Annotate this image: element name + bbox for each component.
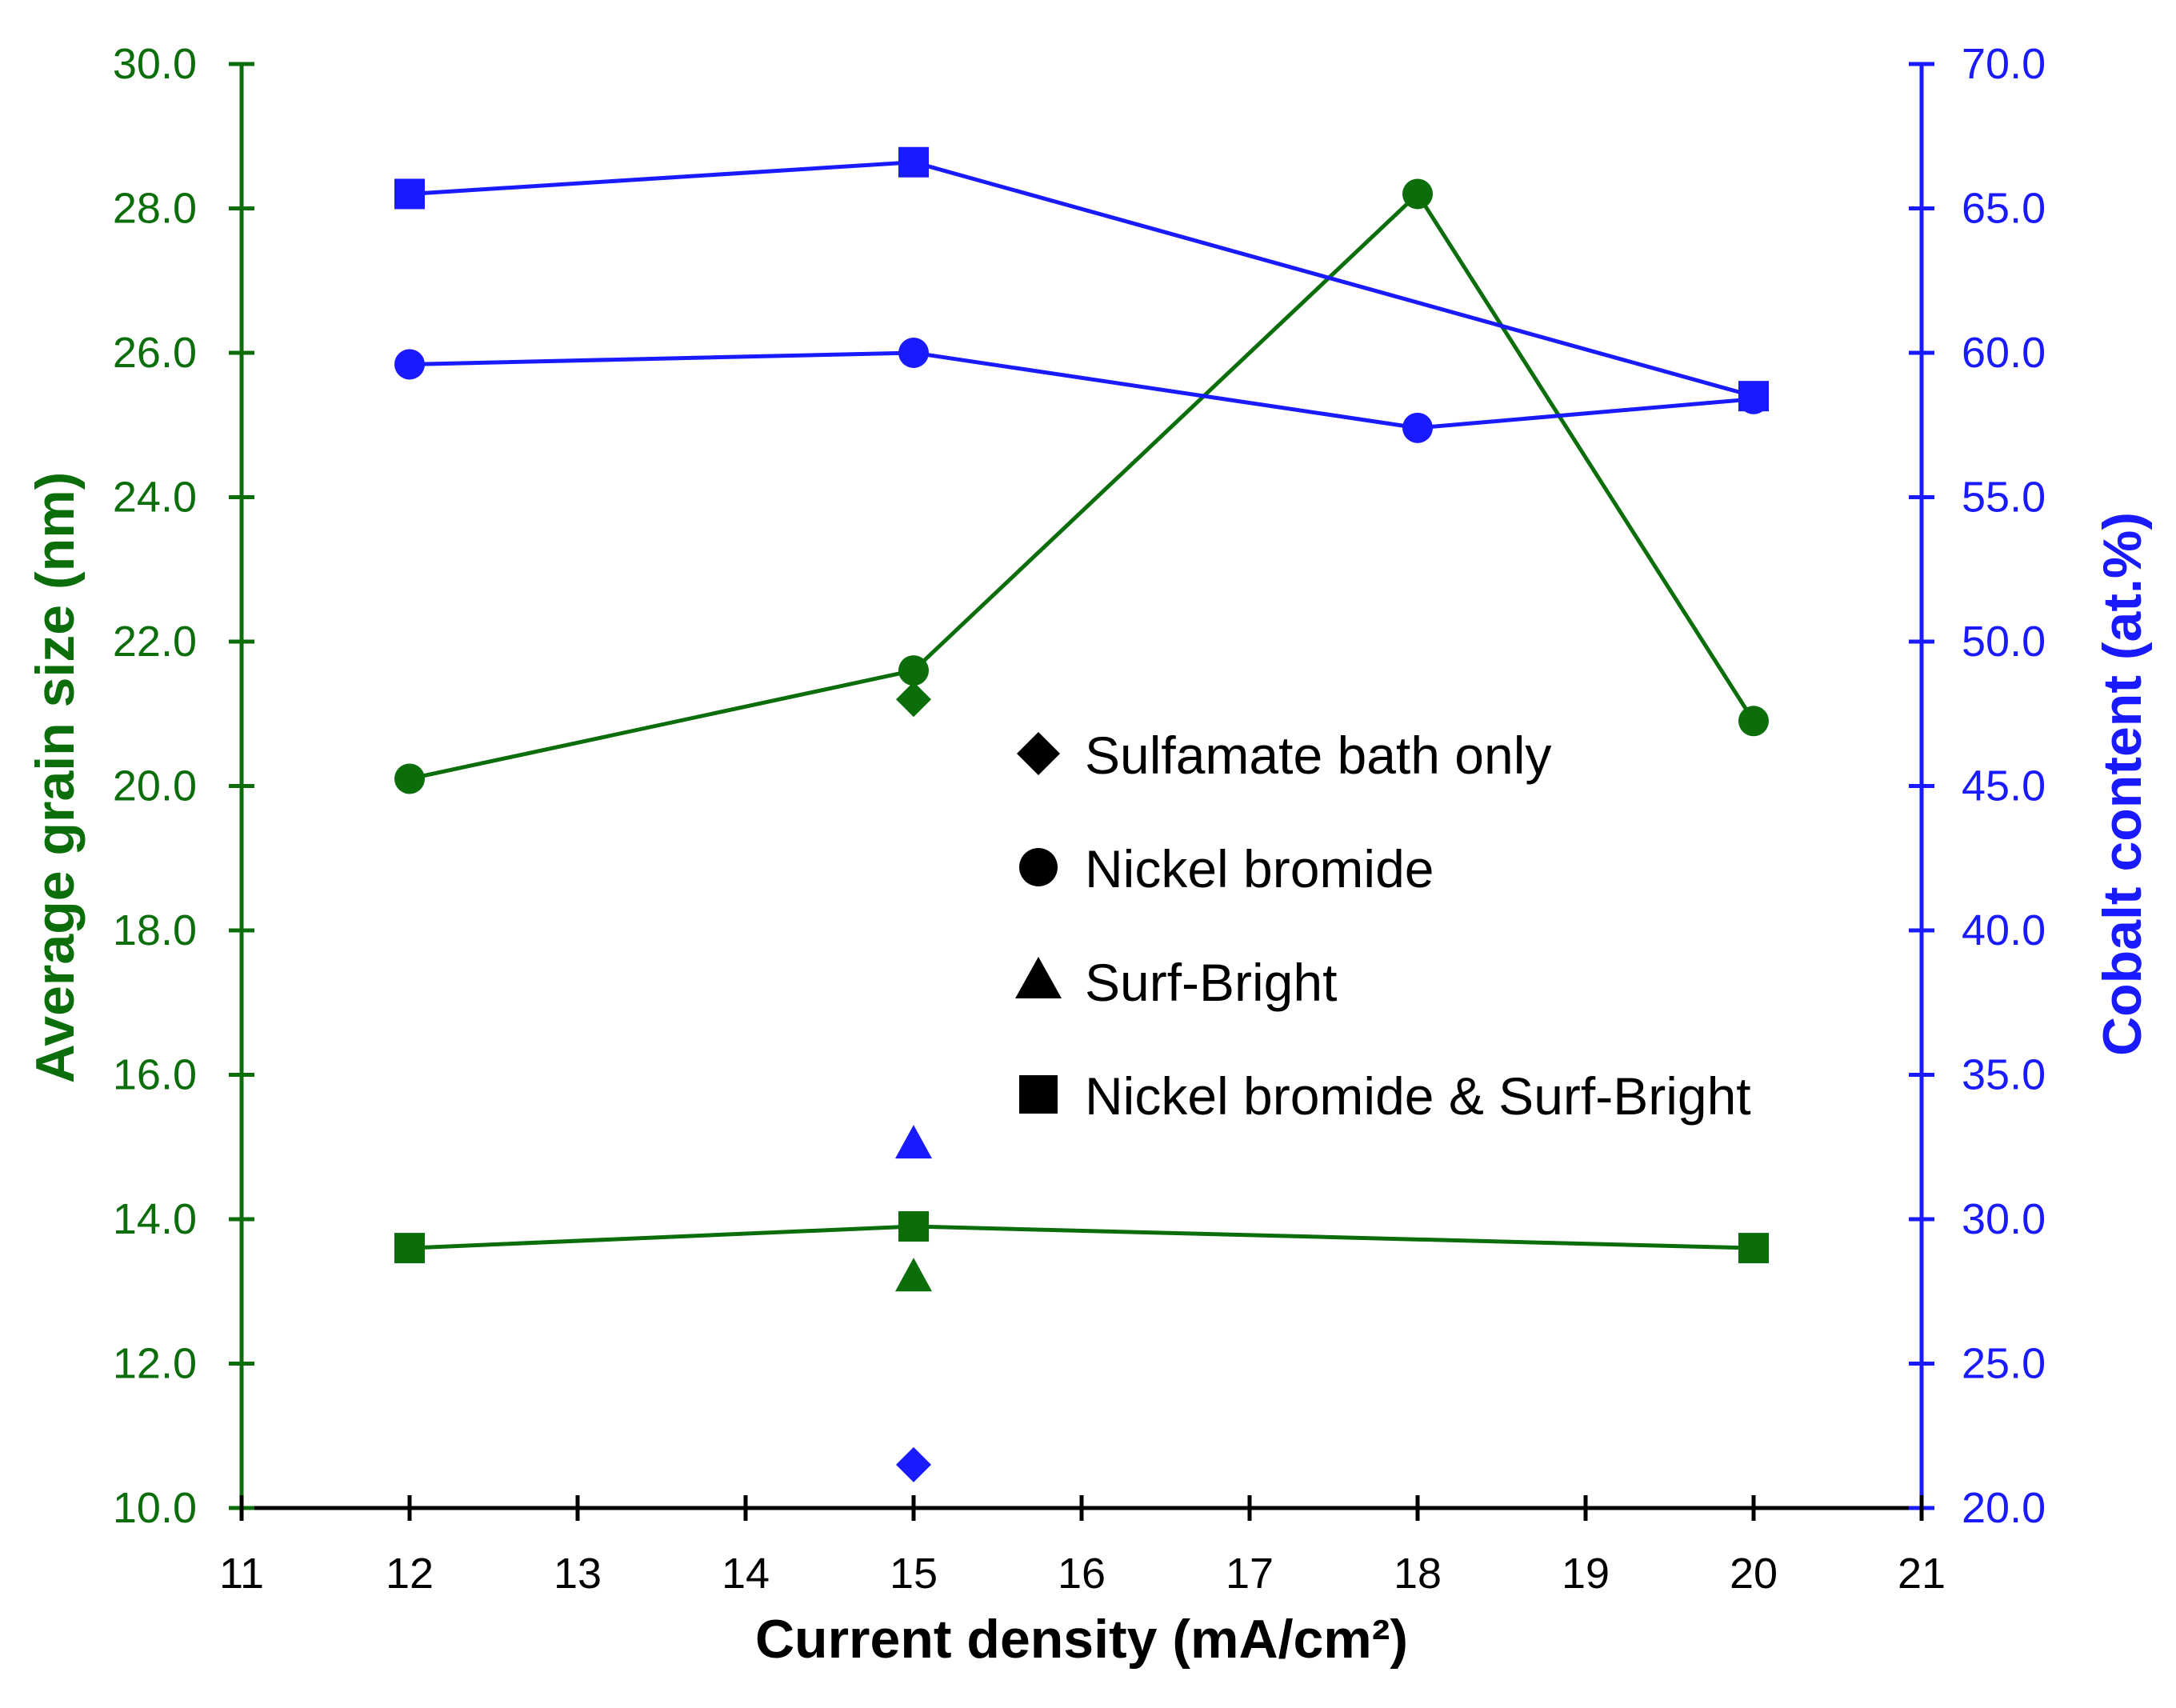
right-y-tick-label: 65.0 xyxy=(1962,185,2046,233)
left-y-tick-label: 14.0 xyxy=(113,1195,197,1243)
right-y-tick-label: 60.0 xyxy=(1962,329,2046,377)
x-tick-label: 21 xyxy=(1898,1550,1946,1598)
left-y-tick-label: 16.0 xyxy=(113,1051,197,1099)
x-tick-label: 19 xyxy=(1562,1550,1610,1598)
right-y-tick-label: 70.0 xyxy=(1962,40,2046,88)
right-y-tick-label: 20.0 xyxy=(1962,1484,2046,1532)
right-y-tick-label: 25.0 xyxy=(1962,1340,2046,1388)
legend-marker-nickel-bromide xyxy=(1019,848,1058,886)
left-y-tick-label: 12.0 xyxy=(113,1340,197,1388)
data-point-nickel-bromide-surf-bright-grain-size xyxy=(898,1211,929,1242)
x-tick-label: 14 xyxy=(722,1550,770,1598)
right-y-tick-label: 30.0 xyxy=(1962,1195,2046,1243)
x-tick-label: 18 xyxy=(1394,1550,1442,1598)
data-point-sulfamate-bath-only-cobalt xyxy=(896,1446,931,1482)
legend-label: Surf-Bright xyxy=(1085,953,1337,1012)
left-y-tick-label: 24.0 xyxy=(113,474,197,522)
data-point-nickel-bromide-cobalt xyxy=(1402,412,1433,443)
left-y-tick-label: 22.0 xyxy=(113,618,197,666)
legend: Sulfamate bath only Nickel bromide Surf-Br… xyxy=(1015,726,1751,1126)
legend-marker-nickel-bromide-surf-bright xyxy=(1019,1075,1058,1114)
series-line-nickel-bromide-grain-size xyxy=(409,191,1756,781)
tick-labels: 10.0 12.0 14.0 16.0 18.0 20.0 22.0 24.0 26.0 28.0… xyxy=(113,40,2046,1598)
data-point-nickel-bromide-grain-size xyxy=(394,763,425,794)
x-tick-label: 16 xyxy=(1058,1550,1106,1598)
left-y-tick-label: 26.0 xyxy=(113,329,197,377)
left-y-tick-label: 28.0 xyxy=(113,185,197,233)
data-point-nickel-bromide-surf-bright-cobalt xyxy=(394,178,425,210)
data-point-nickel-bromide-cobalt xyxy=(1738,383,1769,414)
data-point-nickel-bromide-cobalt xyxy=(898,338,929,368)
data-point-nickel-bromide-grain-size xyxy=(1402,178,1433,210)
x-tick-label: 12 xyxy=(386,1550,434,1598)
right-y-tick-label: 55.0 xyxy=(1962,474,2046,522)
legend-marker-surf-bright xyxy=(1015,957,1062,998)
data-point-nickel-bromide-cobalt xyxy=(394,349,425,380)
legend-label: Nickel bromide & Surf-Bright xyxy=(1085,1066,1751,1126)
right-y-tick-label: 35.0 xyxy=(1962,1051,2046,1099)
left-y-tick-label: 20.0 xyxy=(113,762,197,810)
legend-marker-sulfamate-bath-only xyxy=(1017,732,1060,775)
data-point-nickel-bromide-grain-size xyxy=(1738,706,1769,737)
data-point-nickel-bromide-surf-bright-grain-size xyxy=(394,1233,425,1264)
legend-label: Sulfamate bath only xyxy=(1085,726,1551,785)
right-y-axis-title: Cobalt content (at.%) xyxy=(2092,512,2153,1056)
left-y-tick-label: 30.0 xyxy=(113,40,197,88)
x-tick-label: 17 xyxy=(1226,1550,1274,1598)
data-point-surf-bright-cobalt xyxy=(895,1125,932,1159)
data-point-nickel-bromide-surf-bright-cobalt xyxy=(898,146,929,178)
axes xyxy=(229,62,1934,1521)
left-y-tick-label: 10.0 xyxy=(113,1484,197,1532)
right-y-tick-label: 50.0 xyxy=(1962,618,2046,666)
right-y-tick-label: 40.0 xyxy=(1962,906,2046,954)
x-axis-title: Current density (mA/cm²) xyxy=(755,1609,1408,1670)
x-tick-label: 13 xyxy=(554,1550,602,1598)
right-y-tick-label: 45.0 xyxy=(1962,762,2046,810)
x-tick-label: 15 xyxy=(890,1550,938,1598)
series-line-nickel-bromide-surf-bright-grain-size xyxy=(409,1224,1754,1250)
left-y-axis-title: Average grain size (nm) xyxy=(25,472,86,1084)
series-markers xyxy=(394,146,1769,1482)
data-point-surf-bright-grain-size xyxy=(895,1258,932,1292)
x-tick-label: 20 xyxy=(1730,1550,1778,1598)
data-point-sulfamate-bath-only-grain-size xyxy=(896,682,931,718)
x-tick-label: 11 xyxy=(219,1550,264,1598)
data-point-nickel-bromide-grain-size xyxy=(898,655,929,686)
data-point-nickel-bromide-surf-bright-grain-size xyxy=(1738,1233,1769,1264)
left-y-tick-label: 18.0 xyxy=(113,906,197,954)
legend-label: Nickel bromide xyxy=(1085,839,1434,898)
series-line-nickel-bromide-cobalt xyxy=(409,350,1754,430)
